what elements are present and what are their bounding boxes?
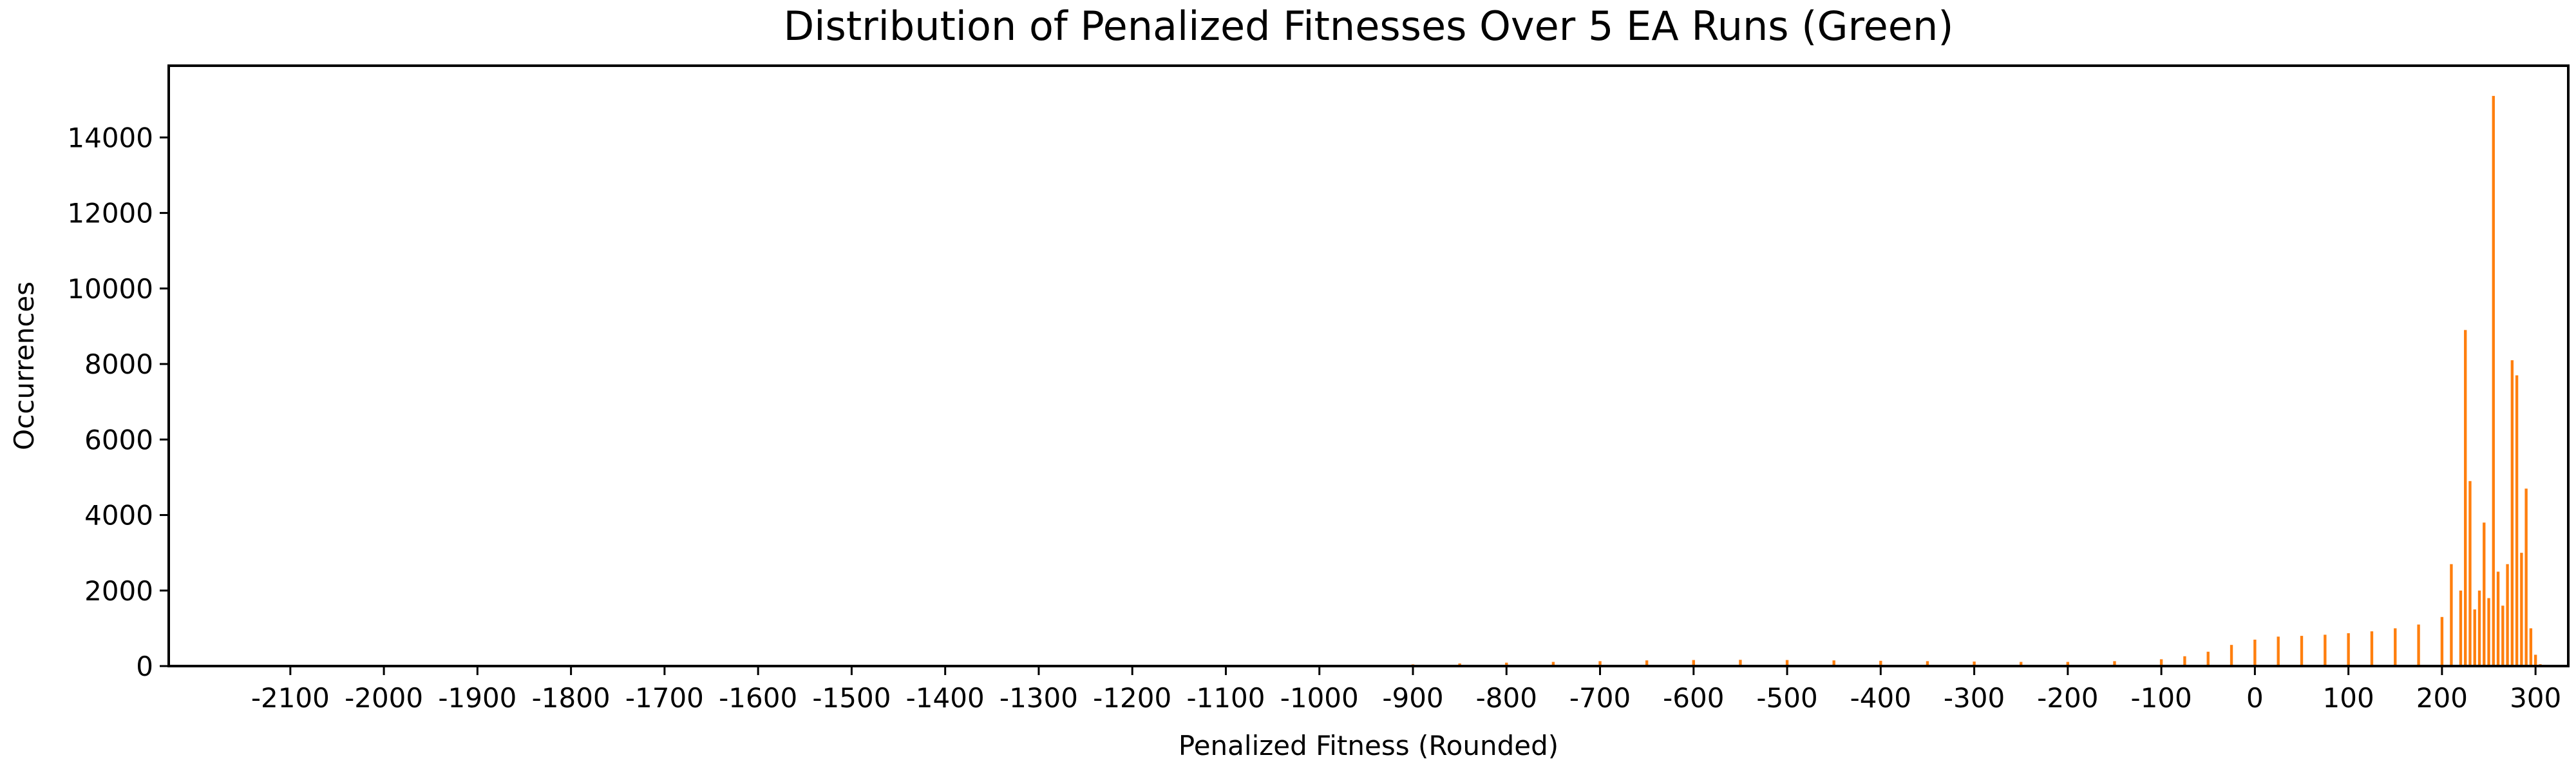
x-tick-label: -1700 (625, 682, 704, 714)
x-tick-label: -1900 (438, 682, 516, 714)
x-tick-label: -2100 (251, 682, 330, 714)
histogram-bar (2464, 330, 2467, 666)
x-tick-label: 100 (2323, 682, 2374, 714)
histogram-bars (1318, 95, 2542, 666)
y-tick-label: 8000 (84, 348, 153, 380)
histogram-bar (2501, 606, 2505, 666)
histogram-bar (2529, 628, 2533, 666)
histogram-bar (2524, 488, 2528, 666)
x-tick-label: -900 (1382, 682, 1443, 714)
x-tick-label: -2000 (345, 682, 423, 714)
x-tick-label: -1300 (999, 682, 1078, 714)
histogram-bar (2277, 636, 2280, 666)
histogram-bar (2300, 636, 2304, 666)
histogram-bar (2468, 481, 2472, 666)
histogram-bar (2183, 656, 2186, 666)
histogram-bar (2459, 590, 2463, 666)
x-tick-label: -800 (1476, 682, 1537, 714)
histogram-bar (2066, 662, 2070, 666)
histogram-bar (1458, 663, 1461, 666)
histogram-bar (1879, 660, 1882, 666)
histogram-bar (1785, 660, 1789, 666)
x-tick-label: -1600 (719, 682, 797, 714)
x-tick-label: -500 (1756, 682, 1817, 714)
histogram-bar (1832, 660, 1835, 666)
y-tick-label: 4000 (84, 500, 153, 531)
histogram-bar (2533, 654, 2537, 666)
x-tick-label: -1500 (812, 682, 891, 714)
histogram-bar (2440, 616, 2444, 666)
y-tick-label: 2000 (84, 575, 153, 607)
histogram-bar (2520, 553, 2523, 666)
histogram-bar (2417, 624, 2420, 666)
y-tick-label: 14000 (67, 122, 153, 153)
x-tick-label: -1400 (906, 682, 985, 714)
x-tick-label: -400 (1850, 682, 1911, 714)
y-tick-label: 0 (136, 651, 153, 682)
x-tick-label: -300 (1944, 682, 2005, 714)
histogram-bar (2253, 639, 2257, 666)
x-axis-ticks: -2100 -2000 -1900 -1800 -1700 -1600 -1500 -1400… (251, 666, 2561, 714)
histogram-bar (2483, 522, 2486, 666)
x-tick-label: 200 (2416, 682, 2468, 714)
histogram-bar (1551, 662, 1555, 666)
histogram-bar (2230, 645, 2233, 666)
y-tick-label: 10000 (67, 273, 153, 305)
x-tick-label: -700 (1569, 682, 1631, 714)
x-axis-label: Penalized Fitness (Rounded) (1179, 730, 1558, 761)
histogram-bar (2477, 590, 2481, 666)
histogram-bar (2506, 564, 2509, 666)
x-tick-label: -1100 (1186, 682, 1265, 714)
x-tick-label: -1800 (532, 682, 611, 714)
histogram-bar (1598, 661, 1602, 666)
histogram-bar (2515, 375, 2519, 666)
y-tick-label: 6000 (84, 424, 153, 455)
histogram-bar (1692, 660, 1695, 666)
y-axis-ticks: 0 2000 4000 6000 8000 10000 12000 14000 (67, 122, 169, 682)
histogram-bar (2473, 609, 2476, 666)
histogram-bar (2206, 651, 2210, 666)
x-tick-label: -1200 (1093, 682, 1171, 714)
histogram-bar (1645, 660, 1649, 666)
histogram-bar (2347, 633, 2350, 666)
x-tick-label: 0 (2246, 682, 2264, 714)
x-tick-label: 300 (2510, 682, 2561, 714)
histogram-bar (2496, 571, 2500, 666)
histogram-bar (2450, 564, 2453, 666)
histogram-bar (2370, 631, 2374, 666)
chart-title: Distribution of Penalized Fitnesses Over… (784, 3, 1954, 50)
y-axis-label: Occurrences (8, 282, 40, 450)
histogram-bar (2487, 598, 2490, 666)
histogram-bar (2113, 661, 2116, 666)
histogram-bar (2020, 662, 2023, 666)
histogram-bar (2159, 659, 2163, 666)
histogram-bar (1973, 661, 1976, 666)
histogram-bar (2492, 95, 2495, 666)
histogram-bar (2324, 635, 2327, 666)
x-tick-label: -1000 (1280, 682, 1359, 714)
histogram-bar (2394, 628, 2397, 666)
y-tick-label: 12000 (67, 198, 153, 229)
x-tick-label: -100 (2130, 682, 2192, 714)
histogram-bar (1505, 662, 1508, 666)
x-tick-label: -600 (1663, 682, 1724, 714)
histogram-bar (1926, 661, 1929, 666)
x-tick-label: -200 (2037, 682, 2098, 714)
histogram-bar (1739, 660, 1742, 666)
plot-frame (167, 64, 2570, 667)
histogram-bar (2510, 360, 2514, 666)
